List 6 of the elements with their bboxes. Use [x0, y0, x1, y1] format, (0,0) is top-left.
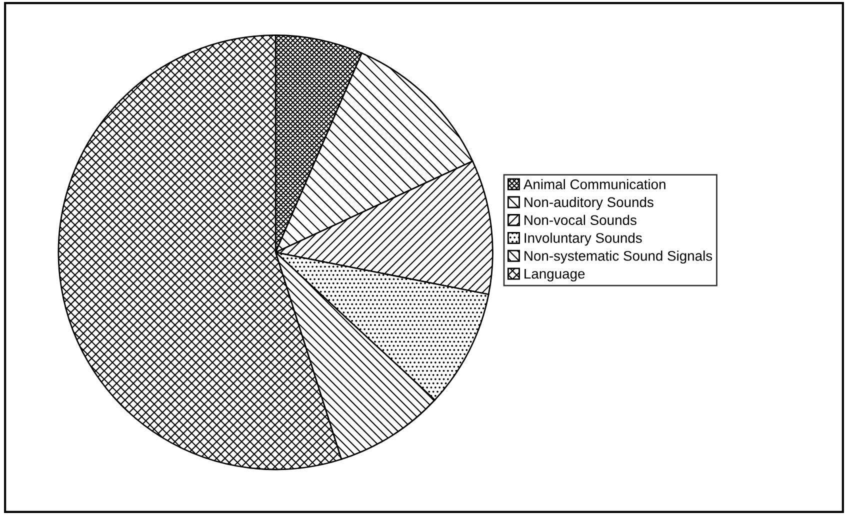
legend-label: Animal Communication — [523, 179, 666, 190]
legend-label: Non-auditory Sounds — [524, 196, 654, 210]
legend-label: Non-vocal Sounds — [524, 214, 636, 226]
legend-label: Non-systematic Sound Signals — [524, 250, 712, 264]
legend-label: Language — [524, 268, 585, 282]
legend-label: Involuntary Sounds — [524, 232, 642, 246]
